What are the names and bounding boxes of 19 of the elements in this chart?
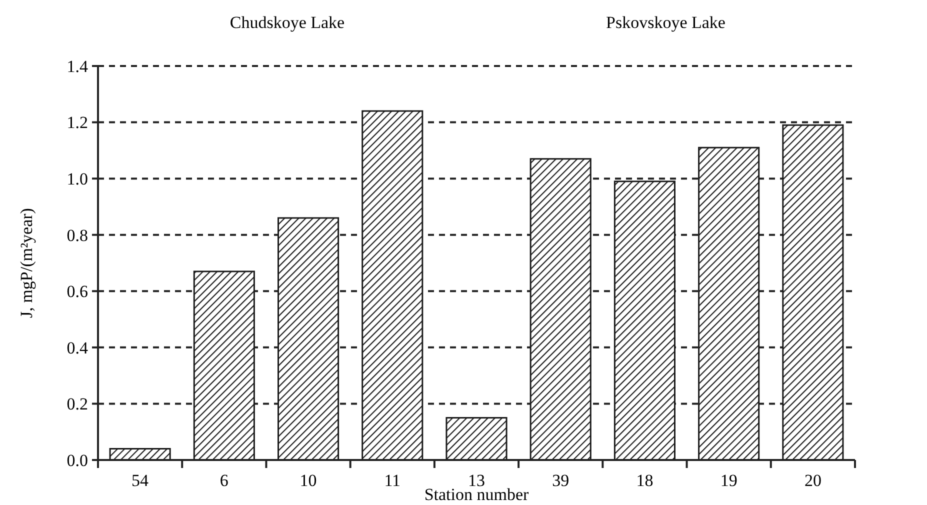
y-tick-label: 1.4 bbox=[66, 56, 88, 76]
x-tick-label: 18 bbox=[636, 471, 654, 490]
y-tick-label: 0.0 bbox=[66, 450, 88, 470]
y-tick-label: 0.4 bbox=[66, 338, 88, 358]
text: Chudskoye Lake bbox=[230, 13, 345, 32]
y-tick-label: 0.2 bbox=[66, 394, 88, 414]
x-tick-label: 10 bbox=[300, 471, 317, 490]
y-axis-title: J, mgP/(m²year) bbox=[17, 208, 36, 318]
y-tick-label: 1.2 bbox=[66, 113, 88, 132]
x-tick-label: 20 bbox=[804, 471, 822, 490]
y-tick-label: 0.8 bbox=[66, 226, 88, 245]
x-tick-label: 11 bbox=[384, 471, 401, 490]
y-tick-label: 1.0 bbox=[66, 170, 88, 189]
text: Pskovskoye Lake bbox=[606, 13, 726, 32]
x-tick-label: 39 bbox=[552, 471, 570, 490]
x-tick-label: 19 bbox=[720, 471, 738, 490]
y-tick-label: 0.6 bbox=[66, 282, 88, 302]
x-tick-label: 6 bbox=[220, 471, 228, 490]
x-tick-label: 54 bbox=[132, 471, 150, 490]
